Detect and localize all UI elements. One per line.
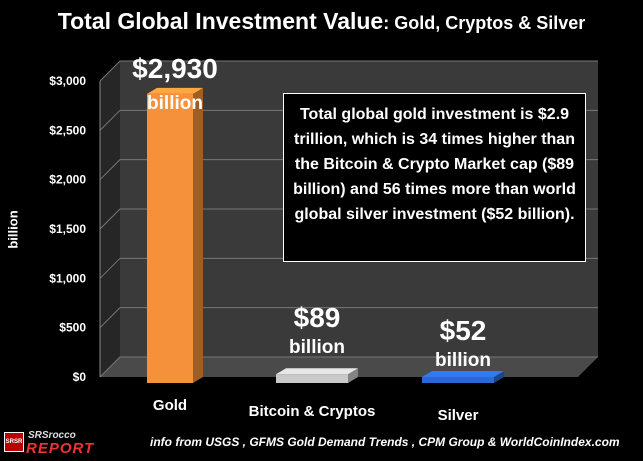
annotation-box: Total global gold investment is $2.9 tri… xyxy=(283,93,586,262)
x-axis-labels: Gold Bitcoin & Cryptos Silver xyxy=(153,397,479,424)
category-label: Silver xyxy=(438,407,479,424)
title-subtitle: : Gold, Cryptos & Silver xyxy=(383,13,586,33)
bar-top xyxy=(422,371,504,377)
y-tick-label: $2,000 xyxy=(49,173,86,187)
bar-top xyxy=(147,87,203,94)
title-main: Total Global Investment Value xyxy=(57,8,384,34)
bar-side xyxy=(193,87,203,383)
y-tick-label: $1,000 xyxy=(49,271,86,285)
y-axis-ticks: $0 $500 $1,000 $1,500 $2,000 $2,500 $3,000 xyxy=(49,60,598,384)
logo-text-top: SRSrocco xyxy=(28,430,76,441)
bars xyxy=(147,87,504,383)
logo-text-bottom: REPORT xyxy=(26,440,95,457)
chart-title: Total Global Investment Value: Gold, Cry… xyxy=(0,8,643,35)
source-note: info from USGS , GFMS Gold Demand Trends… xyxy=(150,435,620,449)
category-label: Gold xyxy=(153,397,187,414)
bar-top xyxy=(276,368,358,375)
value-label-amount: $2,930 xyxy=(132,53,218,84)
gridline xyxy=(99,60,598,82)
value-label-unit: billion xyxy=(435,350,491,371)
bar xyxy=(147,93,193,383)
value-label-unit: billion xyxy=(289,337,345,358)
y-tick-label: $500 xyxy=(59,321,86,335)
bar-side xyxy=(494,371,504,383)
bar xyxy=(276,374,348,383)
logo-badge: SRSR xyxy=(4,432,24,452)
y-axis-label: billion xyxy=(5,210,21,249)
y-tick-label: $0 xyxy=(73,370,87,384)
value-label-unit: billion xyxy=(147,93,203,114)
srsrocco-logo: SRSR SRSrocco REPORT xyxy=(4,430,112,457)
y-tick-label: $1,500 xyxy=(49,222,86,236)
value-label-amount: $89 xyxy=(294,302,341,333)
y-tick-label: $2,500 xyxy=(49,123,86,137)
gridline xyxy=(99,307,598,329)
y-tick-label: $3,000 xyxy=(49,74,86,88)
value-labels: $2,930 billion $89 billion $52 billion xyxy=(132,53,491,371)
value-label-amount: $52 xyxy=(440,315,487,346)
bar-side xyxy=(348,368,358,383)
gridline xyxy=(99,356,598,378)
category-label: Bitcoin & Cryptos xyxy=(249,403,376,420)
bar xyxy=(422,377,494,383)
